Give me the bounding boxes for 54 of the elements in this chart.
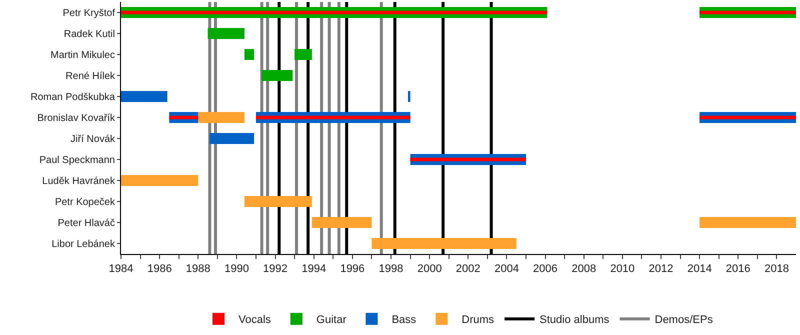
legend-label: Bass — [392, 314, 417, 326]
y-tick-label: Roman Podškubka — [30, 92, 116, 103]
legend-label: Vocals — [238, 314, 272, 326]
bar — [121, 175, 198, 186]
x-tick-label: 2018 — [764, 263, 789, 276]
legend-label: Studio albums — [540, 314, 610, 326]
y-tick-label: Peter Hlaváč — [58, 218, 115, 229]
x-tick-label: 2000 — [417, 263, 442, 276]
x-tick-label: 2008 — [572, 263, 596, 276]
x-tick-label: 2010 — [610, 263, 635, 276]
bar — [312, 217, 372, 228]
y-tick-label: Petr Kryštof — [62, 8, 116, 19]
x-tick-label: 2016 — [726, 263, 750, 276]
x-tick-label: 2014 — [687, 263, 712, 276]
x-tick-label: 1984 — [108, 263, 134, 276]
x-tick-label: 2006 — [533, 263, 558, 276]
x-tick-label: 1996 — [340, 263, 365, 276]
bar — [294, 49, 312, 60]
x-tick-label: 1986 — [147, 263, 172, 276]
bar — [208, 28, 244, 39]
y-tick-label: Jiří Novák — [70, 134, 116, 145]
x-tick-label: 1990 — [224, 263, 249, 276]
bar — [121, 10, 548, 14]
bar — [244, 196, 312, 207]
y-tick-label: Radek Kutil — [64, 29, 115, 40]
bar — [210, 133, 254, 144]
y-tick-label: Bronislav Kovařík — [37, 113, 116, 124]
legend-label: Guitar — [316, 314, 347, 326]
x-tick-label: 2004 — [494, 263, 519, 276]
bar — [262, 70, 293, 81]
x-tick-label: 1988 — [186, 263, 210, 276]
bar — [256, 116, 410, 120]
bar — [244, 49, 254, 60]
bar — [700, 217, 796, 228]
bar — [700, 116, 796, 120]
legend-label: Drums — [462, 314, 495, 326]
y-tick-label: Martin Mikulec — [50, 50, 115, 61]
x-tick-label: 1998 — [378, 263, 404, 276]
legend-label: Demos/EPs — [654, 314, 714, 326]
bar — [198, 112, 244, 123]
x-tick-label: 1994 — [302, 263, 326, 276]
bar — [700, 10, 796, 14]
bar — [169, 116, 198, 120]
y-tick-label: Paul Speckmann — [39, 155, 115, 166]
y-tick-label: Petr Kopeček — [54, 197, 116, 208]
x-tick-label: 2012 — [648, 263, 674, 276]
x-tick-label: 1992 — [263, 263, 288, 276]
y-tick-label: Luděk Havránek — [42, 176, 116, 187]
bar — [410, 158, 526, 162]
y-tick-label: Libor Lebánek — [52, 239, 116, 250]
bar — [121, 91, 168, 102]
bar — [372, 238, 516, 249]
y-tick-label: René Hílek — [66, 71, 116, 82]
x-tick-label: 2002 — [456, 263, 480, 276]
